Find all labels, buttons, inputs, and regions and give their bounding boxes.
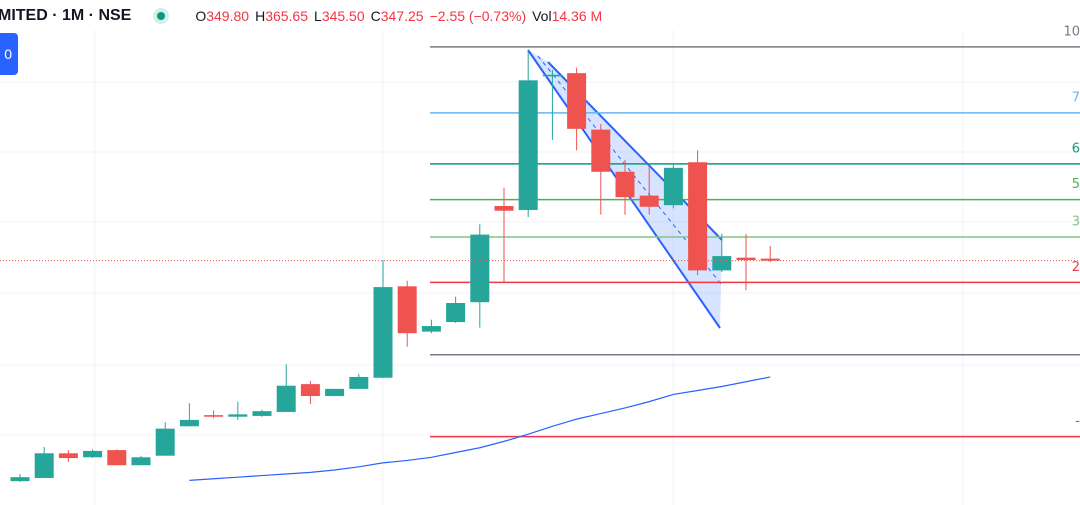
candle-body	[34, 453, 54, 478]
candle-body	[542, 74, 562, 77]
candle-body	[567, 73, 587, 129]
fib-label: 5	[1072, 177, 1080, 192]
candle-body	[373, 287, 393, 378]
candle-body	[421, 326, 441, 332]
change: −2.55 (−0.73%)	[429, 8, 527, 24]
volume-label: Vol	[532, 8, 552, 24]
fib-label: 3	[1072, 214, 1080, 229]
ohlc-value: 345.50	[321, 8, 365, 24]
ohlc-value: 349.80	[206, 8, 250, 24]
candle-body	[325, 388, 345, 397]
fib-label: 6	[1072, 141, 1080, 156]
candle-body	[446, 303, 466, 323]
candle-body	[10, 477, 30, 482]
candle-body	[518, 80, 538, 210]
moving-average	[189, 376, 771, 481]
candle-body	[615, 171, 635, 198]
candle-body	[688, 162, 708, 271]
candle-body	[107, 450, 127, 466]
candle-body	[494, 205, 514, 211]
candle-body	[83, 450, 103, 458]
fib-label: 2	[1072, 260, 1080, 275]
candle-body	[300, 384, 320, 397]
candle-body	[58, 453, 78, 459]
ohlc-key: H	[255, 8, 266, 24]
candle-body	[639, 195, 659, 207]
candle-body	[760, 258, 780, 261]
ohlc-key: L	[314, 8, 322, 24]
candle-body	[276, 385, 296, 412]
status-dot	[153, 8, 170, 24]
candle-body	[228, 414, 248, 417]
grid	[0, 30, 1080, 505]
ohlc-key: C	[370, 8, 381, 24]
candle-body	[397, 286, 417, 334]
candle-body	[252, 411, 272, 416]
fib-label: 7	[1072, 90, 1080, 105]
candle-body	[131, 457, 151, 466]
ohlc-value: 347.25	[380, 8, 424, 24]
candle-body	[155, 428, 175, 456]
fib-label: -	[1075, 414, 1080, 429]
button[interactable]: 0	[0, 33, 18, 75]
candle-body	[591, 129, 611, 172]
ohlc-key: O	[195, 8, 207, 24]
candle-body	[349, 376, 369, 389]
ohlc: O349.80 H365.65 L345.50 C347.25	[189, 8, 423, 24]
candle-body	[736, 257, 756, 261]
volume: 14.36 M	[551, 8, 603, 24]
ohlc-value: 365.65	[265, 8, 309, 24]
candle-body	[663, 167, 683, 206]
legend-bar: MITED · 1M · NSE O349.80 H365.65 L345.50 C3…	[0, 5, 602, 27]
candle-body	[179, 419, 199, 427]
fib-label: 10	[1063, 24, 1080, 39]
candle-body	[470, 234, 490, 303]
candle-body	[712, 256, 732, 271]
symbol: MITED · 1M · NSE	[0, 7, 132, 24]
candle-body	[204, 415, 224, 417]
